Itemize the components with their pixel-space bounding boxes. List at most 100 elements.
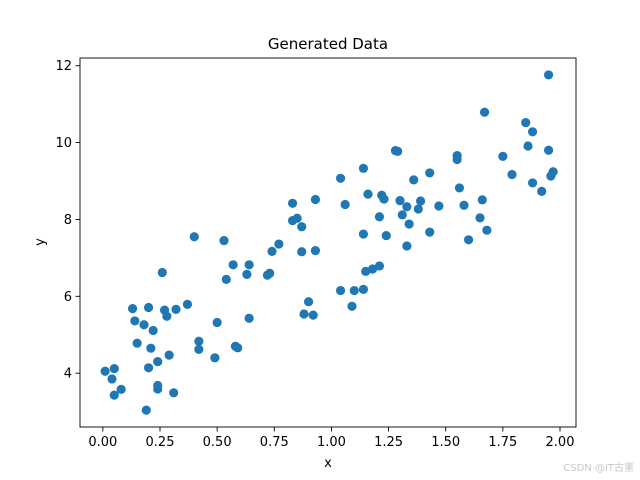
data-point bbox=[297, 247, 307, 257]
data-point bbox=[415, 196, 426, 206]
y-axis: 4 6 8 10 12 bbox=[55, 59, 80, 382]
x-tick-label: 1.50 bbox=[431, 435, 460, 450]
data-point bbox=[413, 204, 423, 214]
data-point bbox=[358, 163, 369, 173]
data-point bbox=[274, 239, 284, 249]
data-point bbox=[523, 141, 533, 151]
data-point bbox=[143, 363, 154, 373]
data-point bbox=[527, 178, 538, 188]
data-point bbox=[164, 350, 174, 360]
data-point bbox=[340, 199, 350, 210]
x-tick-label: 2.00 bbox=[546, 435, 575, 450]
data-point bbox=[347, 301, 357, 311]
data-point bbox=[109, 390, 119, 400]
data-point bbox=[397, 210, 407, 220]
data-point bbox=[244, 313, 254, 323]
data-point bbox=[475, 213, 485, 223]
data-point bbox=[507, 169, 517, 180]
data-point bbox=[219, 235, 229, 246]
data-point bbox=[425, 168, 435, 178]
data-point bbox=[287, 198, 298, 208]
data-point bbox=[100, 366, 110, 376]
data-point bbox=[221, 274, 231, 284]
data-point bbox=[299, 309, 309, 319]
data-point bbox=[303, 297, 314, 307]
data-point bbox=[130, 316, 140, 326]
data-point bbox=[374, 212, 385, 222]
data-point bbox=[171, 304, 181, 314]
data-point bbox=[374, 261, 385, 271]
x-axis-label: x bbox=[324, 456, 332, 471]
data-point bbox=[358, 284, 369, 294]
data-point bbox=[479, 107, 490, 117]
data-point bbox=[210, 353, 220, 363]
data-point bbox=[182, 299, 193, 309]
x-tick-label: 0.50 bbox=[203, 435, 232, 450]
data-point bbox=[459, 200, 469, 210]
data-point bbox=[228, 260, 238, 270]
data-point bbox=[310, 245, 321, 256]
data-point bbox=[452, 151, 462, 161]
data-point bbox=[127, 304, 138, 314]
data-point bbox=[393, 146, 403, 157]
data-point bbox=[143, 302, 154, 313]
data-point bbox=[265, 268, 275, 278]
data-point bbox=[162, 311, 172, 321]
data-point bbox=[116, 384, 126, 394]
data-point bbox=[454, 183, 465, 193]
data-point bbox=[153, 357, 163, 367]
data-point bbox=[402, 241, 412, 251]
data-point bbox=[521, 117, 531, 128]
data-point bbox=[310, 194, 321, 205]
y-tick-label: 4 bbox=[64, 367, 72, 382]
y-axis-label: y bbox=[33, 238, 48, 246]
data-point bbox=[402, 202, 412, 212]
data-point bbox=[409, 175, 419, 185]
x-tick-label: 0.00 bbox=[88, 435, 117, 450]
data-point bbox=[292, 213, 302, 223]
data-point bbox=[349, 285, 359, 296]
data-point bbox=[157, 267, 167, 278]
data-point bbox=[189, 232, 199, 242]
x-tick-label: 0.25 bbox=[146, 435, 175, 450]
data-point bbox=[543, 145, 554, 155]
data-point bbox=[107, 374, 117, 384]
data-point bbox=[477, 195, 487, 205]
plot-frame bbox=[79, 57, 577, 428]
data-point bbox=[404, 219, 414, 229]
y-tick-label: 12 bbox=[55, 59, 72, 74]
data-point bbox=[367, 264, 378, 274]
x-tick-label: 1.25 bbox=[374, 435, 403, 450]
data-point bbox=[109, 363, 119, 374]
data-point bbox=[425, 227, 435, 237]
data-point bbox=[308, 310, 318, 320]
data-point bbox=[139, 320, 149, 330]
data-point bbox=[335, 173, 346, 183]
y-tick-label: 8 bbox=[64, 213, 72, 228]
data-point bbox=[267, 246, 277, 256]
data-point bbox=[242, 269, 252, 280]
data-point bbox=[153, 380, 163, 391]
data-point bbox=[379, 194, 389, 204]
x-tick-label: 0.75 bbox=[260, 435, 289, 450]
data-point bbox=[169, 388, 179, 398]
data-point bbox=[463, 235, 474, 245]
data-point bbox=[395, 196, 405, 206]
x-tick-label: 1.75 bbox=[488, 435, 517, 450]
data-point bbox=[381, 230, 391, 241]
y-tick-label: 6 bbox=[64, 290, 72, 305]
points-layer bbox=[100, 70, 558, 415]
data-point bbox=[212, 317, 222, 328]
data-point bbox=[527, 127, 538, 137]
data-point bbox=[537, 186, 547, 196]
data-point bbox=[358, 229, 369, 239]
data-point bbox=[543, 70, 554, 80]
data-point bbox=[141, 405, 151, 415]
chart-title: Generated Data bbox=[268, 35, 388, 53]
watermark-text: CSDN @IT古董 bbox=[563, 463, 634, 474]
data-point bbox=[148, 325, 158, 336]
x-tick-label: 1.00 bbox=[317, 435, 346, 450]
data-point bbox=[146, 343, 156, 353]
